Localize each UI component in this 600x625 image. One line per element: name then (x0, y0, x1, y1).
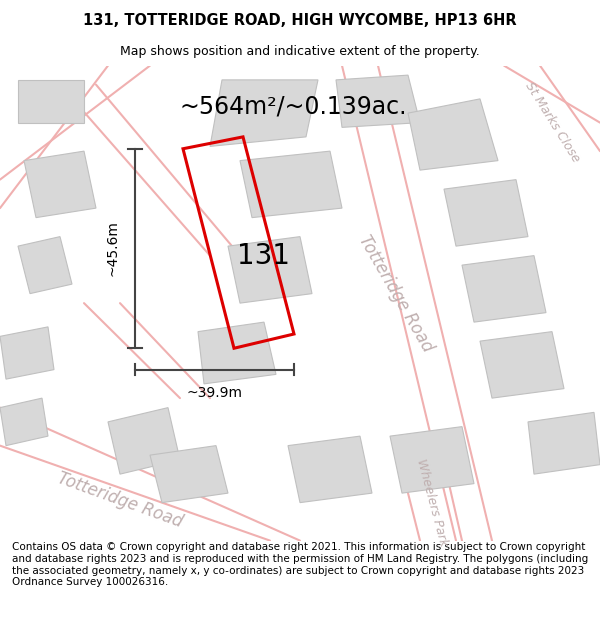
Text: 131, TOTTERIDGE ROAD, HIGH WYCOMBE, HP13 6HR: 131, TOTTERIDGE ROAD, HIGH WYCOMBE, HP13… (83, 13, 517, 28)
Polygon shape (0, 327, 54, 379)
Text: Map shows position and indicative extent of the property.: Map shows position and indicative extent… (120, 44, 480, 58)
Text: Totteridge Road: Totteridge Road (355, 232, 437, 355)
Polygon shape (288, 436, 372, 502)
Polygon shape (480, 332, 564, 398)
Polygon shape (528, 412, 600, 474)
Text: Totteridge Road: Totteridge Road (55, 469, 185, 531)
Polygon shape (210, 80, 318, 146)
Polygon shape (228, 237, 312, 303)
Polygon shape (108, 408, 180, 474)
Polygon shape (198, 322, 276, 384)
Polygon shape (336, 75, 420, 128)
Polygon shape (408, 99, 498, 170)
Polygon shape (18, 237, 72, 294)
Polygon shape (150, 446, 228, 503)
Text: ~45.6m: ~45.6m (106, 221, 120, 276)
Polygon shape (444, 179, 528, 246)
Polygon shape (18, 80, 84, 122)
Text: ~564m²/~0.139ac.: ~564m²/~0.139ac. (180, 94, 407, 118)
Text: Contains OS data © Crown copyright and database right 2021. This information is : Contains OS data © Crown copyright and d… (12, 542, 588, 587)
Text: St Marks Close: St Marks Close (522, 80, 582, 165)
Polygon shape (390, 427, 474, 493)
Polygon shape (24, 151, 96, 218)
Polygon shape (0, 398, 48, 446)
Text: 131: 131 (238, 242, 290, 269)
Polygon shape (462, 256, 546, 322)
Text: ~39.9m: ~39.9m (187, 386, 242, 400)
Polygon shape (240, 151, 342, 218)
Text: Wheelers Park: Wheelers Park (414, 458, 450, 548)
